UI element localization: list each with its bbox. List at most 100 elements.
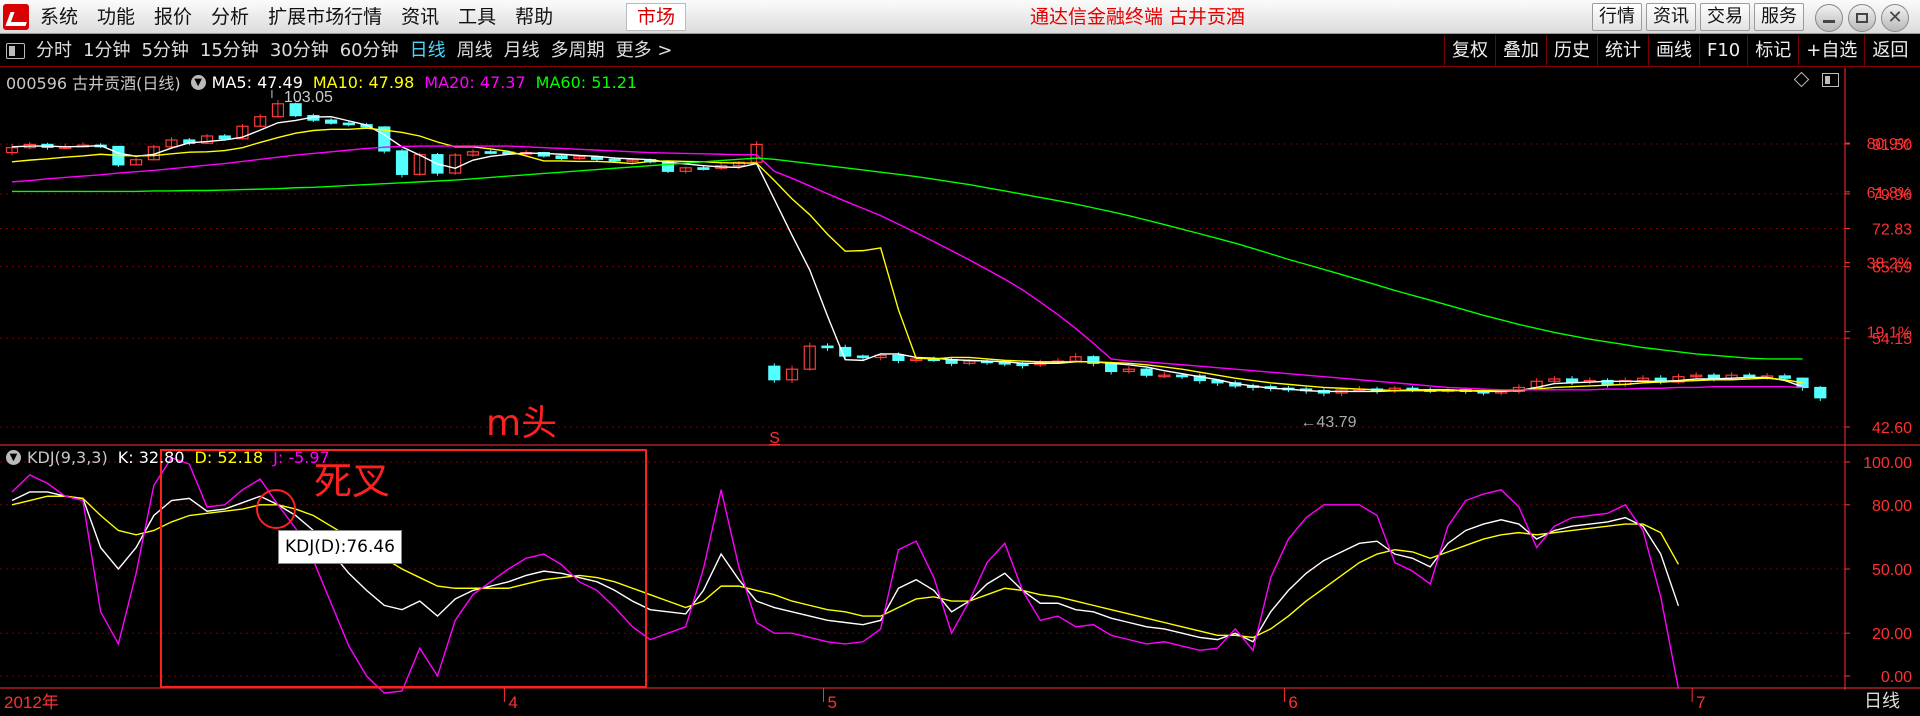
tab-more[interactable]: 更多 > <box>615 40 673 61</box>
candle-body <box>555 155 568 160</box>
menu-item-help[interactable]: 帮助 <box>515 6 554 28</box>
time-axis-label: 2012年 <box>4 693 59 712</box>
news-button[interactable]: 资讯 <box>1646 3 1696 31</box>
kdj-d-legend: D: 52.18 <box>194 447 264 467</box>
m-head-region-box <box>160 449 647 688</box>
ma10-line <box>11 127 1803 392</box>
draw-line-button[interactable]: 画线 <box>1648 35 1699 67</box>
candle-body <box>910 358 923 362</box>
candle-body <box>803 345 816 370</box>
chevron-down-icon[interactable]: ▼ <box>6 449 21 465</box>
candle-body <box>165 139 178 148</box>
main-menu: 系统 功能 报价 分析 扩展市场行情 资讯 工具 帮助 <box>38 0 570 34</box>
current-period-label: 日线 <box>1864 691 1900 712</box>
tab-weekly[interactable]: 周线 <box>456 40 493 61</box>
kdj-axis-label: 50.00 <box>1872 562 1912 579</box>
tab-1min[interactable]: 1分钟 <box>83 40 131 61</box>
candle-body <box>768 365 781 381</box>
candle-body <box>1601 379 1614 385</box>
trade-button[interactable]: 交易 <box>1700 3 1750 31</box>
add-watchlist-button[interactable]: +自选 <box>1798 35 1864 67</box>
tab-60min[interactable]: 60分钟 <box>339 40 399 61</box>
kdj-k-line <box>11 491 1680 643</box>
price-axis-label: 19.1% <box>1867 325 1912 342</box>
stock-title: 000596 古井贡酒(日线) <box>6 74 181 93</box>
quote-button[interactable]: 行情 <box>1592 3 1642 31</box>
candle-body <box>679 167 692 172</box>
adjust-price-button[interactable]: 复权 <box>1444 35 1495 67</box>
candle-body <box>1814 386 1827 399</box>
kdj-title: KDJ(9,3,3) <box>27 447 108 467</box>
menu-item-quote[interactable]: 报价 <box>154 6 193 28</box>
kdj-tooltip: KDJ(D):76.46 <box>278 530 403 564</box>
price-axis-label: 91.50 <box>1872 137 1912 154</box>
candle-body <box>218 135 231 140</box>
candle-body <box>573 156 586 160</box>
period-tabs: 分时 1分钟 5分钟 15分钟 30分钟 60分钟 日线 周线 月线 多周期 更… <box>36 35 683 67</box>
sidebar-toggle-icon[interactable] <box>6 43 25 59</box>
time-axis-label: 4 <box>508 693 517 712</box>
candle-body <box>1087 356 1100 364</box>
ma10-legend: MA10: 47.98 <box>312 72 415 92</box>
time-axis-label: 6 <box>1288 693 1297 712</box>
candle-body <box>1158 374 1171 378</box>
panel-toggle-icon[interactable] <box>1822 73 1839 87</box>
chart-tool-buttons: 复权 叠加 历史 统计 画线 F10 标记 +自选 返回 <box>1444 35 1915 67</box>
candle-body <box>626 159 639 162</box>
candle-body <box>395 150 409 175</box>
candle-body <box>839 346 852 357</box>
menu-item-system[interactable]: 系统 <box>40 6 79 28</box>
price-axis-label: 38.2% <box>1867 256 1912 273</box>
menu-item-function[interactable]: 功能 <box>97 6 136 28</box>
low-price-label: ←43.79 <box>1300 414 1356 431</box>
price-axis-label: 61.8% <box>1867 185 1912 202</box>
tab-intraday[interactable]: 分时 <box>36 40 72 61</box>
minimize-icon[interactable] <box>1815 4 1843 32</box>
menu-item-tools[interactable]: 工具 <box>458 6 497 28</box>
tab-multi-period[interactable]: 多周期 <box>550 40 605 61</box>
kdj-k-legend: K: 32.80 <box>117 447 185 467</box>
market-tab[interactable]: 市场 <box>626 3 686 31</box>
restore-icon[interactable] <box>1848 4 1876 32</box>
app-title: 通达信金融终端 古井贡酒 <box>1030 6 1246 28</box>
window-controls: ✕ <box>1815 4 1914 32</box>
tab-monthly[interactable]: 月线 <box>503 40 540 61</box>
time-axis-label: 5 <box>827 693 836 712</box>
service-button[interactable]: 服务 <box>1754 3 1804 31</box>
candle-body <box>484 151 497 154</box>
chevron-down-icon[interactable]: ▼ <box>190 74 206 90</box>
candle-body <box>1016 363 1029 367</box>
history-button[interactable]: 历史 <box>1546 35 1597 67</box>
ma20-line <box>11 145 1803 391</box>
back-button[interactable]: 返回 <box>1864 35 1915 67</box>
ma20-legend: MA20: 47.37 <box>424 72 526 92</box>
candle-body <box>785 368 799 381</box>
candle-body <box>342 122 355 126</box>
mark-button[interactable]: 标记 <box>1747 35 1798 67</box>
tab-15min[interactable]: 15分钟 <box>199 40 259 61</box>
overlay-button[interactable]: 叠加 <box>1495 35 1546 67</box>
candle-body <box>732 161 745 167</box>
candle-body <box>1122 368 1135 373</box>
candle-body <box>271 103 285 118</box>
candle-body <box>1565 378 1579 383</box>
tab-daily[interactable]: 日线 <box>409 40 446 61</box>
f10-button[interactable]: F10 <box>1699 35 1747 67</box>
candle-body <box>5 147 19 154</box>
menu-item-analysis[interactable]: 分析 <box>211 6 250 28</box>
candle-body <box>1211 379 1224 384</box>
kdj-j-line <box>11 456 1680 694</box>
menu-item-extended-market[interactable]: 扩展市场行情 <box>268 6 383 28</box>
kdj-axis-label: 20.00 <box>1872 626 1912 643</box>
price-axis-label: 72.83 <box>1872 221 1912 238</box>
tab-5min[interactable]: 5分钟 <box>141 40 189 61</box>
candle-body <box>200 135 214 144</box>
m-head-annotation: m头 <box>486 403 558 444</box>
candle-body <box>449 154 462 174</box>
candle-body <box>130 159 143 166</box>
close-icon[interactable]: ✕ <box>1881 4 1909 32</box>
statistics-button[interactable]: 统计 <box>1597 35 1648 67</box>
menu-item-news[interactable]: 资讯 <box>401 6 440 28</box>
tab-30min[interactable]: 30分钟 <box>269 40 329 61</box>
